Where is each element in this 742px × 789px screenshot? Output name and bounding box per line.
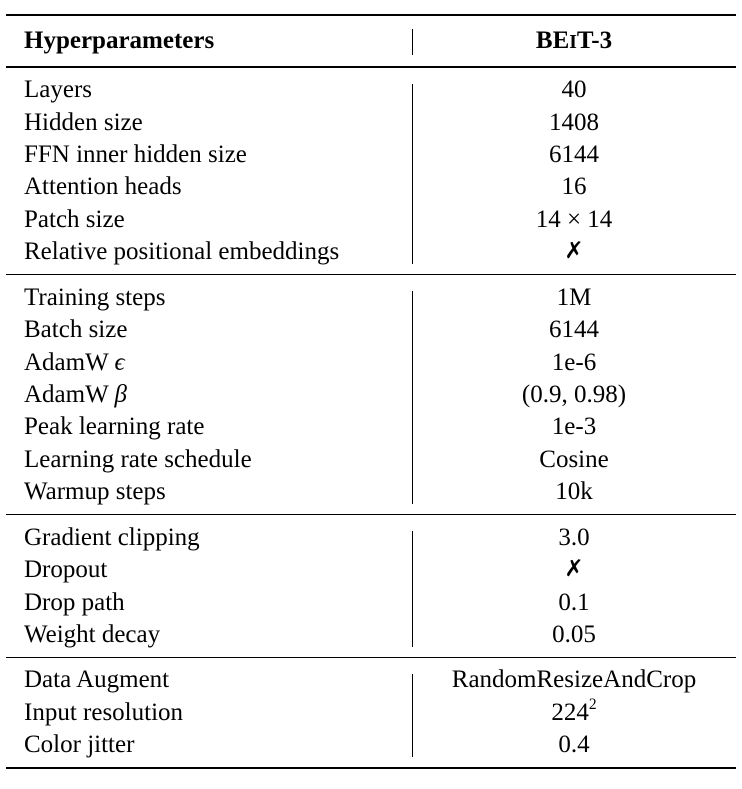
- param-value: RandomResizeAndCrop: [451, 666, 697, 694]
- param-value: 6144: [549, 316, 599, 344]
- param-name-text: AdamW: [24, 380, 109, 408]
- section-optimization: Training steps 1M Batch size 6144 AdamW …: [6, 275, 736, 514]
- param-name: Peak learning rate: [24, 413, 205, 441]
- model-small-caps: I: [569, 31, 577, 53]
- param-value: 1e-3: [551, 413, 597, 441]
- table-row: Batch size 6144: [6, 314, 736, 346]
- section-rule: [6, 513, 736, 516]
- param-value: 0.4: [558, 731, 590, 759]
- param-name: Weight decay: [24, 620, 161, 648]
- section-regularization: Gradient clipping 3.0 Dropout ✗ Drop pat…: [6, 515, 736, 657]
- top-rule: [6, 14, 736, 17]
- table-row: Attention heads 16: [6, 171, 736, 203]
- param-name: Batch size: [24, 316, 128, 344]
- table-row: Hidden size 1408: [6, 106, 736, 138]
- param-name: Training steps: [24, 283, 166, 311]
- table-row: Learning rate schedule Cosine: [6, 443, 736, 475]
- table-row: Relative positional embeddings ✗: [6, 236, 736, 268]
- table-row: Drop path 0.1: [6, 586, 736, 618]
- header-row: Hyperparameters BEIT-3: [6, 23, 736, 57]
- table-row: Peak learning rate 1e-3: [6, 411, 736, 443]
- param-value: 14 × 14: [535, 205, 613, 233]
- column-divider: [412, 29, 413, 56]
- param-name: Hidden size: [24, 108, 143, 136]
- param-value: 10k: [555, 478, 593, 506]
- table-row: Weight decay 0.05: [6, 618, 736, 650]
- resolution-exponent: 2: [588, 696, 597, 714]
- param-value: 3.0: [558, 523, 590, 551]
- param-name: Attention heads: [24, 173, 182, 201]
- param-name: Relative positional embeddings: [24, 238, 340, 266]
- param-value: 2242: [412, 697, 736, 726]
- section-architecture: Layers 40 Hidden size 1408 FFN inner hid…: [6, 68, 736, 274]
- param-name: Data Augment: [24, 666, 170, 694]
- param-name: FFN inner hidden size: [24, 141, 247, 169]
- param-name: Gradient clipping: [24, 523, 200, 551]
- param-value: 1408: [549, 108, 599, 136]
- param-name: Dropout: [24, 556, 108, 584]
- cross-mark-icon: ✗: [564, 556, 584, 583]
- table-row: Layers 40: [6, 74, 736, 106]
- section-rule: [6, 273, 736, 276]
- column-divider: [412, 673, 413, 757]
- bottom-rule: [6, 766, 736, 770]
- param-name: AdamW ϵ: [6, 350, 412, 375]
- param-name: Color jitter: [24, 731, 135, 759]
- table-row: AdamW ϵ 1e-6: [6, 346, 736, 378]
- model-prefix: BE: [535, 26, 570, 54]
- table-row: AdamW β (0.9, 0.98): [6, 378, 736, 410]
- table-row: Data Augment RandomResizeAndCrop: [6, 664, 736, 696]
- epsilon-symbol: ϵ: [114, 348, 125, 376]
- cross-mark-icon: ✗: [564, 238, 584, 265]
- table-row: Input resolution 2242: [6, 696, 736, 728]
- beta-symbol: β: [114, 380, 127, 408]
- hyperparameter-table: Hyperparameters BEIT-3 Layers 40 Hidden …: [6, 14, 736, 770]
- table-header: Hyperparameters BEIT-3: [6, 16, 736, 66]
- header-model-name: BEIT-3: [412, 28, 736, 53]
- param-name: AdamW β: [6, 382, 412, 407]
- table-row: Warmup steps 10k: [6, 475, 736, 507]
- param-value: (0.9, 0.98): [521, 380, 627, 408]
- table-row: Training steps 1M: [6, 281, 736, 313]
- param-value: 16: [561, 173, 587, 201]
- column-divider: [412, 291, 413, 504]
- param-value: 0.1: [558, 588, 590, 616]
- table-row: Gradient clipping 3.0: [6, 521, 736, 553]
- param-name: Drop path: [24, 588, 125, 616]
- param-name-text: AdamW: [24, 348, 109, 376]
- section-rule: [6, 66, 736, 68]
- column-divider: [412, 531, 413, 647]
- header-hyperparameters: Hyperparameters: [24, 26, 215, 54]
- param-value: 1M: [556, 283, 592, 311]
- param-value: 40: [561, 76, 587, 104]
- param-value: Cosine: [539, 445, 609, 473]
- resolution-base: 224: [551, 698, 589, 726]
- section-rule: [6, 656, 736, 658]
- param-name: Layers: [24, 76, 93, 104]
- table-row: FFN inner hidden size 6144: [6, 138, 736, 170]
- param-name: Learning rate schedule: [24, 445, 252, 473]
- param-value: 0.05: [552, 620, 596, 648]
- param-name: Patch size: [24, 205, 125, 233]
- param-value: 6144: [549, 141, 599, 169]
- param-name: Warmup steps: [24, 478, 166, 506]
- table-row: Color jitter 0.4: [6, 729, 736, 761]
- table-row: Patch size 14 × 14: [6, 203, 736, 235]
- param-name: Input resolution: [24, 698, 184, 726]
- column-divider: [412, 83, 413, 264]
- table-row: Dropout ✗: [6, 553, 736, 585]
- section-augmentation: Data Augment RandomResizeAndCrop Input r…: [6, 658, 736, 767]
- model-suffix: T-3: [576, 26, 613, 54]
- param-value: 1e-6: [551, 348, 597, 376]
